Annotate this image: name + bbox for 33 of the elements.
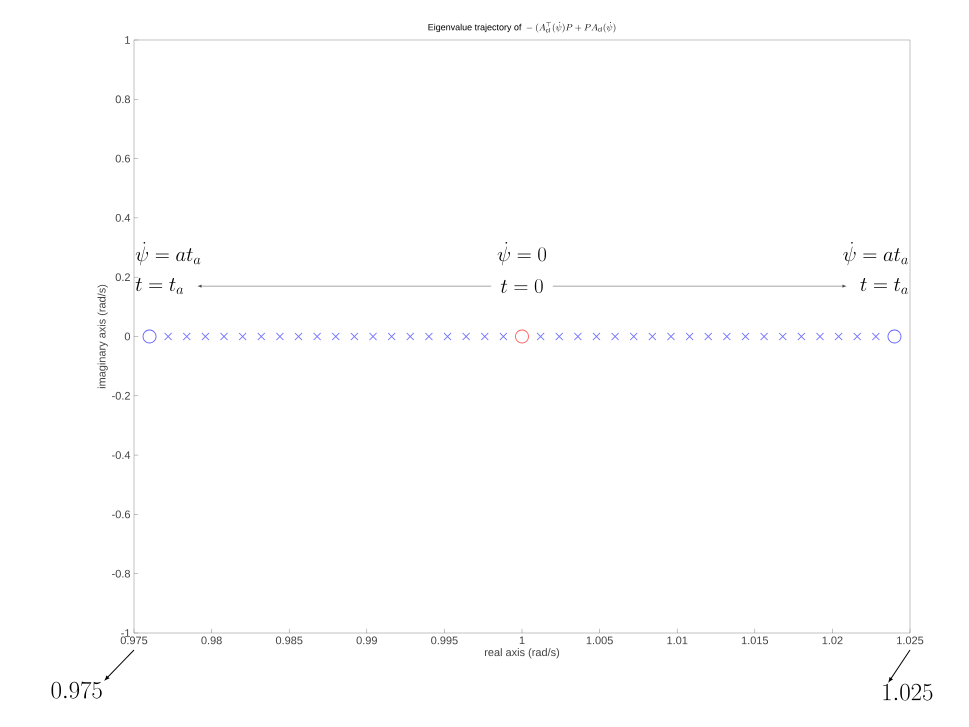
text: $0.975$ xyxy=(52,681,102,699)
y-tick-label: 1 xyxy=(125,36,130,44)
x-tick-label: 1.02 xyxy=(822,636,843,644)
y-tick-label: 0.6 xyxy=(116,154,130,162)
x-tick-label: 0.98 xyxy=(201,636,222,644)
y-tick-label: 0.2 xyxy=(116,273,130,282)
y-axis-title: imaginary axis (rad/s) xyxy=(98,284,108,388)
annotation: $\dot{\psi} = at_a$ xyxy=(136,242,200,266)
x-tick-label: 1.01 xyxy=(667,636,688,644)
y-tick-label: 0.8 xyxy=(116,95,130,104)
x-tick-label: 1.025 xyxy=(897,636,924,644)
y-tick-label: -0.4 xyxy=(112,451,130,459)
y-tick-label: -0.8 xyxy=(112,570,130,578)
y-tick-label: -0.6 xyxy=(112,510,130,518)
x-tick-label: 0.99 xyxy=(356,636,377,644)
x-tick-label: 1.015 xyxy=(742,636,768,644)
annotation: $t = t_a$ xyxy=(860,278,908,294)
y-tick-label: -0.2 xyxy=(112,392,130,400)
x-tick-label: 1 xyxy=(520,636,525,644)
x-tick-label: 1.005 xyxy=(586,636,613,644)
annotation: $t = t_a$ xyxy=(136,278,184,294)
y-tick-label: -1 xyxy=(121,629,130,637)
x-axis-title: real axis (rad/s) xyxy=(484,648,560,658)
annotation: $t = 0$ xyxy=(500,279,543,294)
y-tick-label: 0 xyxy=(124,332,130,340)
x-tick-label: 0.995 xyxy=(431,636,458,644)
x-tick-label: 0.975 xyxy=(120,636,148,644)
text: $1.025$ xyxy=(883,684,932,701)
annotation: $\dot{\psi} = at_a$ xyxy=(843,242,908,266)
annotation: $\dot{\psi} = 0$ xyxy=(498,242,546,266)
y-tick-label: 0.4 xyxy=(116,214,130,222)
chart-title: $\textrm{Eigenvalue trajectory of }-(A_{\mathrm{cl}}^{\top}(\dot{\psi})P+PA_{\mathrm{cl}}(\dot{\psi})$ xyxy=(428,22,616,32)
x-tick-label: 0.985 xyxy=(276,636,302,644)
